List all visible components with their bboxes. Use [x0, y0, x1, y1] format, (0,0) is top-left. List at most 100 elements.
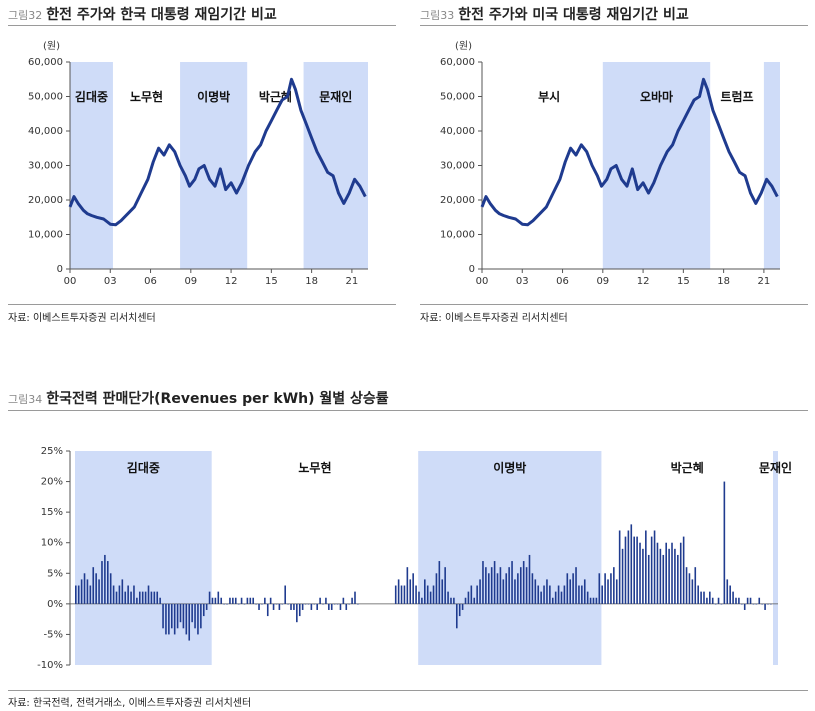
bar: [450, 597, 452, 604]
fig34-title: 그림34 한국전력 판매단가(Revenues per kWh) 월별 상승률: [8, 388, 389, 408]
bar: [301, 603, 304, 610]
bar: [770, 603, 772, 605]
bar: [624, 536, 627, 604]
bar: [124, 591, 127, 604]
bar: [514, 579, 516, 604]
bar: [746, 597, 749, 604]
bar: [168, 603, 170, 635]
bar: [240, 597, 243, 604]
bar: [572, 573, 574, 604]
fig34-bar-chart: 김대중 노무현 이명박 박근혜 문재인 -10% -5% 0% 5% 10% 15% 20% 25%: [37, 446, 792, 671]
bar: [642, 548, 644, 604]
x-tick-label: 15: [265, 276, 278, 287]
bar: [650, 536, 653, 604]
bar: [165, 603, 167, 635]
x-tick-label: 18: [717, 276, 730, 287]
bar: [461, 603, 464, 610]
period-shade: [418, 451, 602, 665]
bar: [709, 591, 711, 604]
bar: [226, 603, 228, 605]
bar: [665, 542, 667, 604]
fig34-number: 그림34: [8, 393, 43, 406]
bar: [694, 567, 697, 604]
period-shade: [763, 62, 780, 269]
bar: [418, 591, 420, 604]
bar: [173, 603, 176, 635]
bar: [313, 603, 316, 605]
x-tick-label: 21: [346, 276, 359, 287]
x-tick-label: 09: [184, 276, 197, 287]
bar: [394, 585, 397, 604]
bar: [697, 585, 699, 604]
fig33-source: 자료: 이베스트투자증권 리서치센터: [420, 313, 568, 324]
bar: [604, 573, 606, 604]
period-shade: [602, 62, 711, 269]
bar: [138, 591, 141, 604]
bar: [566, 573, 569, 604]
bar: [618, 530, 621, 604]
fig33-number: 그림33: [420, 9, 455, 22]
x-tick-label: 06: [144, 276, 157, 287]
x-tick-label: 06: [556, 276, 569, 287]
bar: [738, 597, 740, 604]
bar: [354, 591, 356, 604]
bar: [473, 597, 476, 604]
bar: [144, 591, 147, 604]
bar: [421, 597, 423, 604]
bar: [333, 603, 336, 605]
y-tick-label: 40,000: [440, 126, 475, 137]
bar: [487, 573, 490, 604]
x-tick-label: 21: [758, 276, 771, 287]
bar: [703, 591, 705, 604]
bar: [141, 591, 144, 604]
bar: [348, 603, 350, 605]
bar: [426, 585, 429, 604]
bar: [211, 597, 214, 604]
y-tick-label: 50,000: [28, 92, 63, 103]
bar: [202, 603, 205, 617]
x-tick-label: 03: [516, 276, 529, 287]
bar: [735, 597, 737, 604]
bar: [307, 603, 310, 605]
fig34-top-rule: [8, 410, 808, 411]
bar: [764, 603, 766, 610]
x-tick-label: 03: [104, 276, 117, 287]
bar: [249, 597, 252, 604]
y-tick-label: 20,000: [440, 195, 475, 206]
bar: [674, 548, 676, 604]
bar: [586, 591, 589, 604]
y-tick-label: 0: [57, 264, 63, 275]
bar: [714, 603, 717, 605]
bar: [264, 597, 266, 604]
bar: [194, 603, 196, 629]
bar: [319, 597, 321, 604]
bar: [328, 603, 330, 610]
bar: [592, 597, 595, 604]
bar: [554, 591, 557, 604]
bar: [403, 585, 406, 604]
bar: [325, 597, 327, 604]
fig33-line-chart: 부시 오바마 트럼프 (원) 0 10,000 20,000 30,000 40,000 50,0…: [440, 40, 780, 287]
bar: [170, 603, 173, 629]
bar: [755, 603, 758, 605]
bar: [607, 579, 609, 604]
period-label: 김대중: [127, 460, 160, 475]
bar: [75, 585, 77, 604]
bar: [185, 603, 188, 635]
bar: [310, 603, 313, 610]
bar: [627, 530, 630, 604]
bar: [741, 603, 743, 605]
bar: [176, 603, 179, 629]
bar: [220, 597, 223, 604]
bar: [89, 585, 92, 604]
bar: [479, 579, 481, 604]
bar: [162, 603, 164, 629]
y-tick-label: 20%: [41, 477, 63, 488]
bar: [112, 585, 115, 604]
bar: [156, 591, 159, 604]
y-tick-label: 0%: [47, 599, 63, 610]
bar: [711, 597, 714, 604]
bar: [159, 597, 161, 604]
bar: [485, 567, 487, 604]
bar: [578, 585, 580, 604]
